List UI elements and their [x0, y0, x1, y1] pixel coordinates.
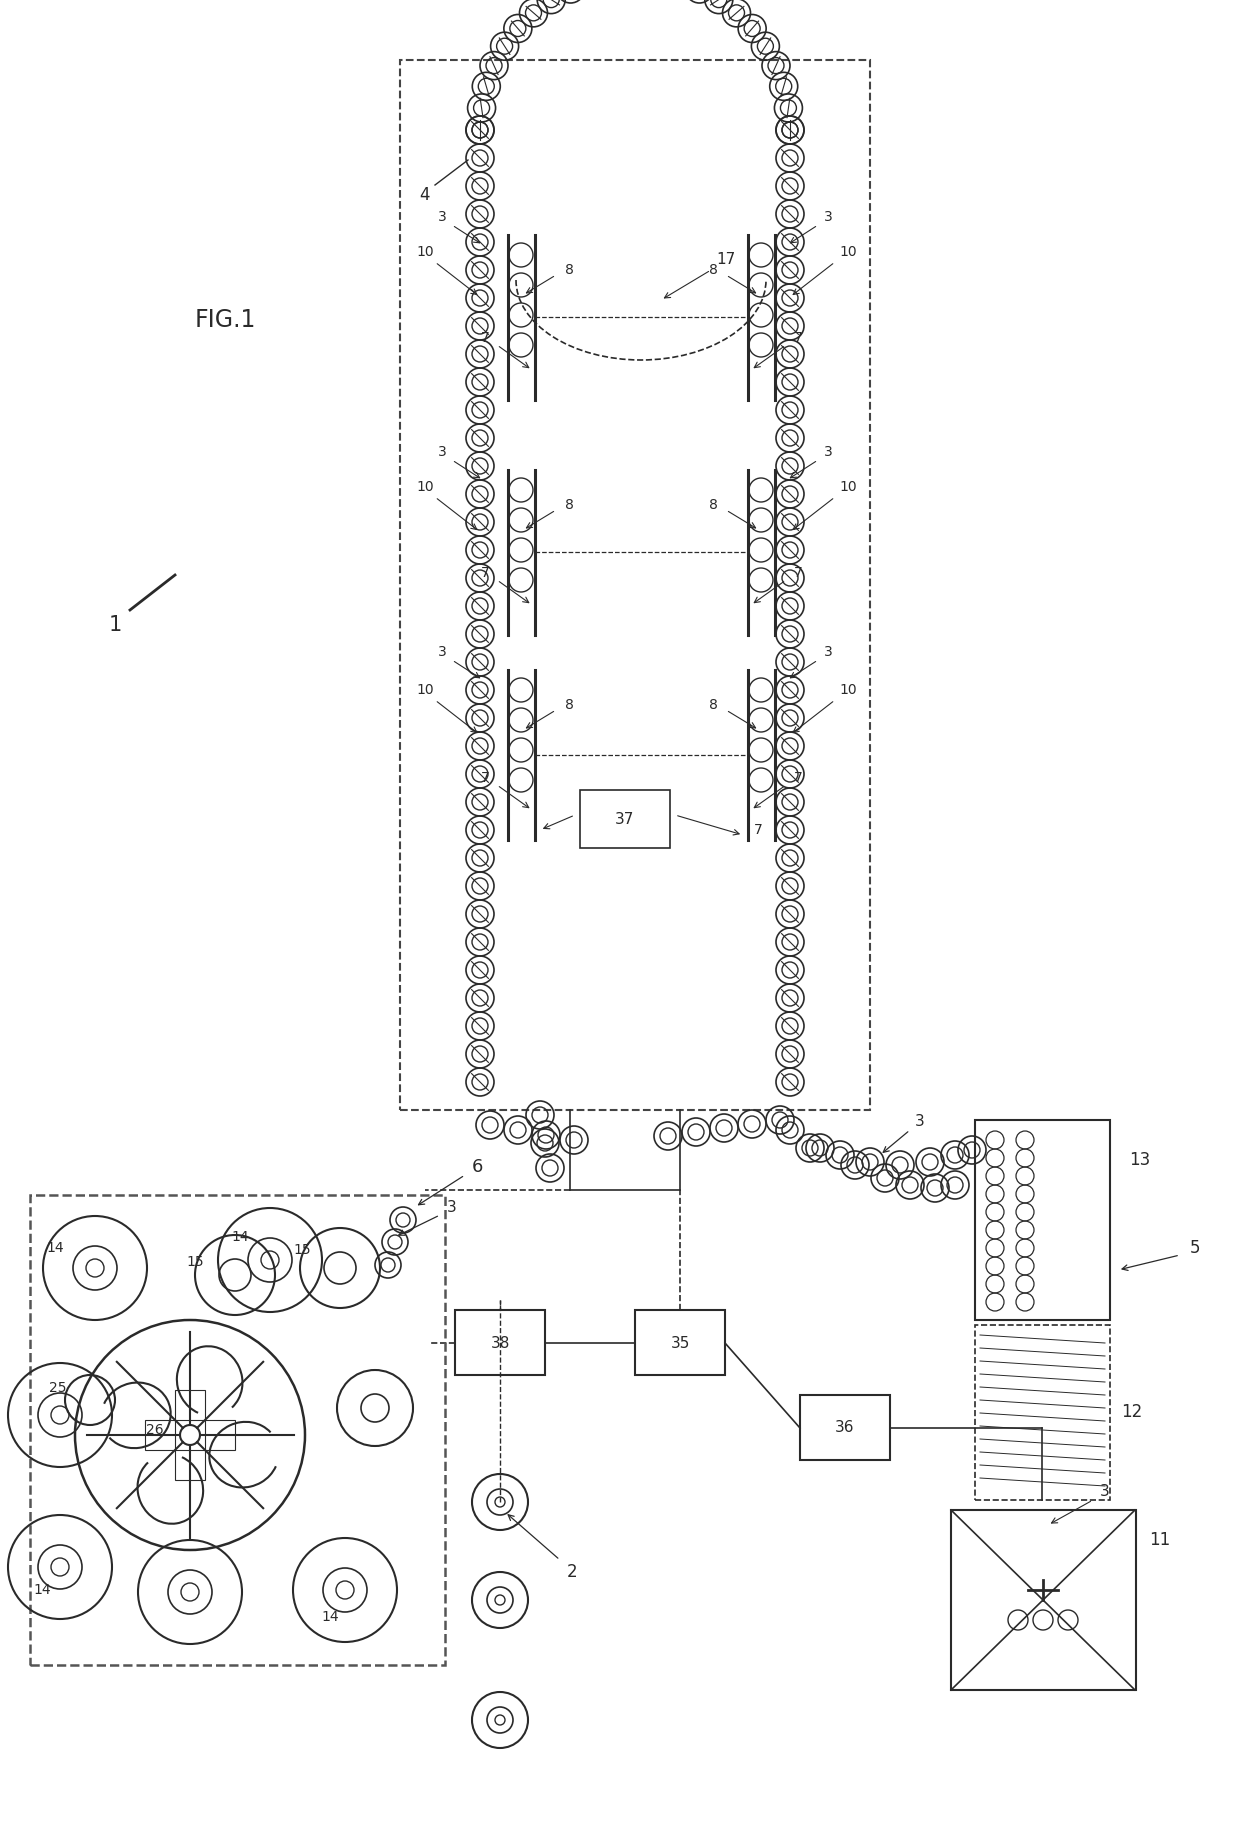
Text: 38: 38 [490, 1335, 510, 1350]
Text: 7: 7 [794, 566, 802, 580]
Text: 12: 12 [1121, 1403, 1142, 1422]
Text: 36: 36 [836, 1420, 854, 1435]
Text: 3: 3 [823, 209, 832, 224]
Text: 7: 7 [481, 772, 490, 784]
Text: 8: 8 [708, 698, 718, 713]
Text: 7: 7 [481, 566, 490, 580]
Text: 3: 3 [823, 645, 832, 659]
Text: 25: 25 [50, 1381, 67, 1394]
Text: 3: 3 [915, 1115, 925, 1130]
Text: 3: 3 [438, 209, 446, 224]
Bar [455, 1310, 546, 1376]
Text: 3: 3 [448, 1200, 456, 1214]
Text: 4: 4 [420, 186, 430, 204]
Text: 8: 8 [564, 263, 573, 277]
Text: 15: 15 [186, 1255, 203, 1269]
Text: 10: 10 [839, 479, 857, 494]
Text: 10: 10 [417, 479, 434, 494]
Text: 14: 14 [321, 1609, 339, 1624]
Bar [951, 1510, 1136, 1690]
Text: 15: 15 [293, 1244, 311, 1257]
Text: 6: 6 [471, 1157, 482, 1176]
Text: 3: 3 [823, 445, 832, 459]
Text: 8: 8 [564, 498, 573, 513]
Text: 14: 14 [231, 1231, 249, 1244]
Bar [175, 1391, 205, 1420]
Circle shape [180, 1426, 200, 1446]
Text: 11: 11 [1149, 1530, 1171, 1549]
Text: 10: 10 [417, 244, 434, 259]
Text: 14: 14 [46, 1242, 63, 1255]
Text: 3: 3 [1100, 1484, 1110, 1499]
Text: 3: 3 [438, 645, 446, 659]
Bar [580, 790, 670, 849]
Text: 2: 2 [567, 1563, 578, 1582]
Bar [800, 1394, 890, 1460]
Text: 8: 8 [564, 698, 573, 713]
Text: 7: 7 [481, 331, 490, 345]
Text: 35: 35 [671, 1335, 689, 1350]
Text: 8: 8 [708, 498, 718, 513]
Text: 5: 5 [1189, 1238, 1200, 1257]
Text: 8: 8 [708, 263, 718, 277]
Text: 14: 14 [33, 1583, 51, 1596]
Text: 7: 7 [754, 823, 763, 838]
Text: 13: 13 [1130, 1152, 1151, 1168]
Bar [635, 1310, 725, 1376]
Text: 3: 3 [438, 445, 446, 459]
Text: 7: 7 [794, 331, 802, 345]
Text: 26: 26 [146, 1424, 164, 1437]
Bar [30, 1196, 445, 1664]
Text: FIG.1: FIG.1 [195, 309, 257, 332]
Text: 1: 1 [108, 615, 122, 636]
Text: 7: 7 [794, 772, 802, 784]
Bar [975, 1324, 1110, 1501]
Text: 17: 17 [717, 252, 735, 268]
Text: 10: 10 [417, 683, 434, 696]
Bar [145, 1420, 175, 1449]
Text: 37: 37 [615, 812, 635, 827]
Bar [175, 1449, 205, 1481]
Bar [975, 1121, 1110, 1321]
Bar [205, 1420, 236, 1449]
Bar [401, 61, 870, 1110]
Text: 10: 10 [839, 683, 857, 696]
Text: 10: 10 [839, 244, 857, 259]
